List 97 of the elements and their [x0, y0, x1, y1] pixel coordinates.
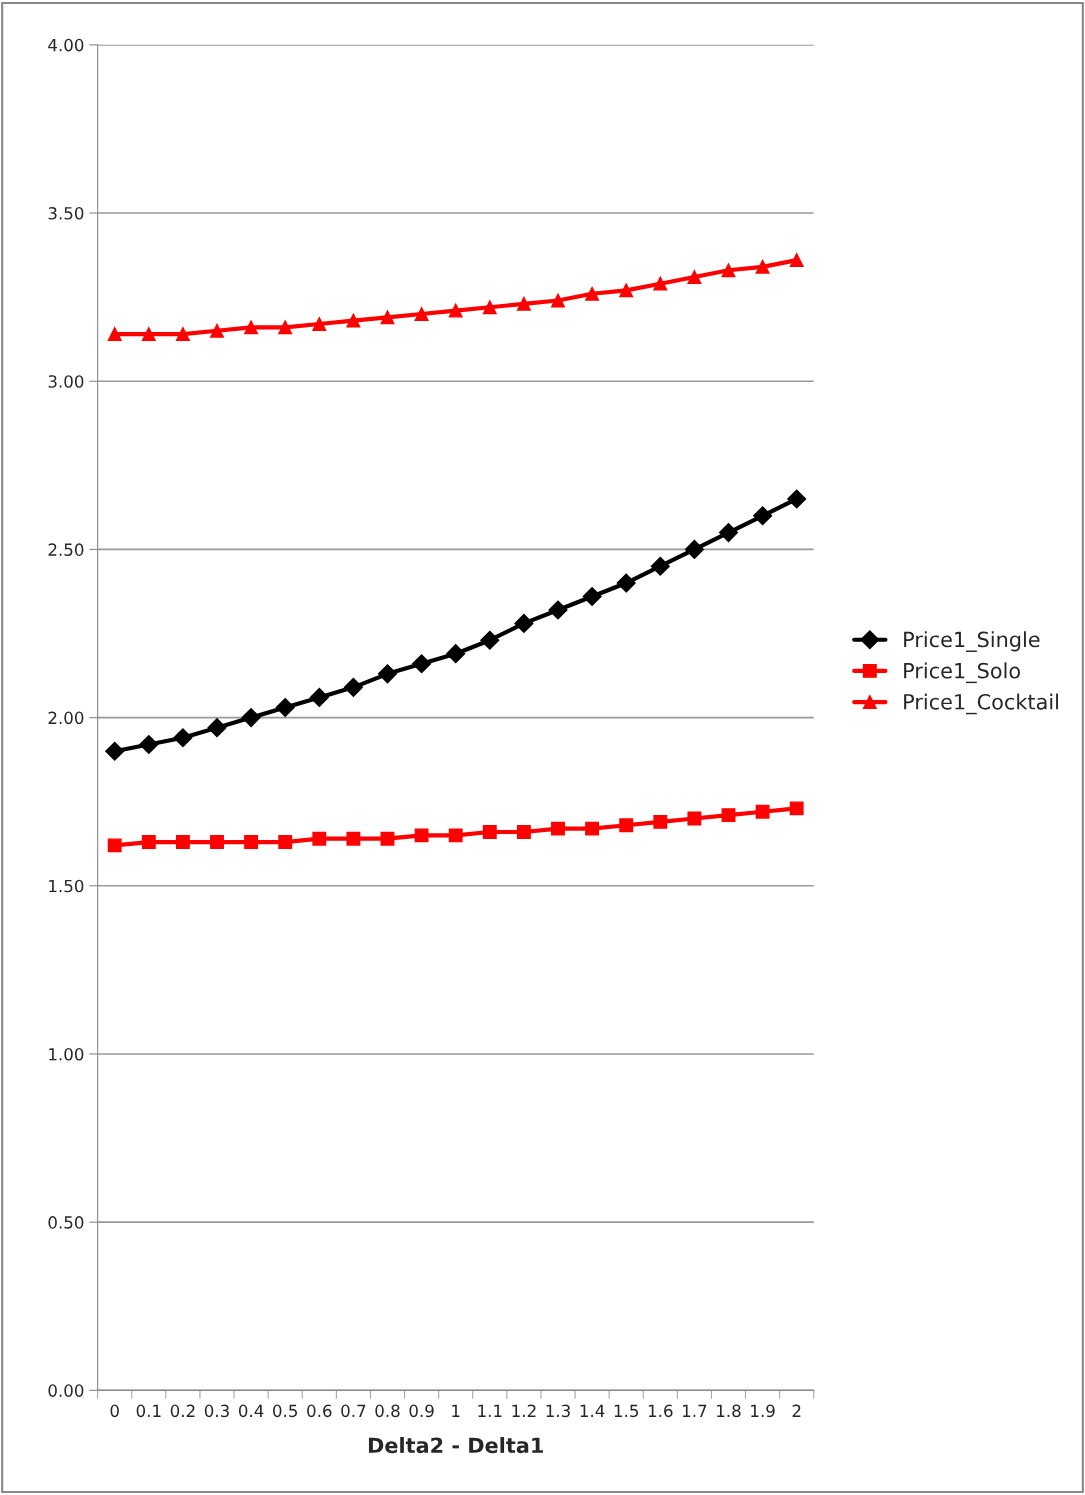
y-tick-label: 2.00: [48, 711, 84, 725]
point: [789, 801, 804, 816]
point: [619, 283, 634, 298]
point: [312, 317, 327, 331]
point: [278, 320, 293, 335]
legend-label: Price1_Cocktail: [904, 693, 1058, 715]
point: [414, 828, 429, 843]
x-tick-label: 0: [110, 1404, 119, 1418]
x-tick-label: 0.2: [170, 1404, 195, 1418]
x-tick-label: 1.3: [546, 1404, 570, 1418]
point: [687, 270, 702, 284]
point: [107, 327, 122, 342]
point: [514, 613, 534, 633]
legend-label: Price1_Single: [904, 631, 1040, 652]
point: [721, 263, 736, 278]
x-tick-label: 0.1: [136, 1404, 161, 1418]
point: [244, 835, 259, 850]
point: [582, 586, 602, 607]
point: [653, 814, 668, 829]
x-tick-label: 1: [452, 1404, 460, 1417]
x-axis-title: Delta2 - Delta1: [368, 1437, 543, 1454]
x-tick-label: 1.1: [478, 1404, 502, 1417]
x-tick-label: 0.4: [238, 1404, 264, 1418]
point: [755, 804, 770, 819]
point: [585, 286, 600, 301]
point: [414, 307, 429, 321]
y-tick-label: 4.00: [48, 38, 84, 52]
point: [380, 310, 395, 325]
y-tick-label: 3.50: [48, 207, 84, 220]
point: [548, 600, 568, 620]
point: [377, 664, 398, 684]
point: [789, 253, 804, 268]
x-tick-label: 1.9: [751, 1404, 775, 1418]
point: [718, 523, 739, 543]
x-tick-label: 1.7: [682, 1404, 707, 1417]
x-tick-label: 0.9: [409, 1404, 434, 1418]
point: [448, 828, 463, 843]
point: [210, 835, 224, 850]
x-tick-label: 1.2: [512, 1404, 536, 1417]
point: [551, 293, 565, 308]
x-tick-label: 0.6: [307, 1404, 332, 1418]
point: [141, 835, 156, 850]
point: [343, 677, 363, 697]
point: [650, 556, 670, 576]
legend-label: Price1_Solo: [904, 662, 1020, 684]
point: [346, 313, 361, 328]
point: [278, 835, 293, 850]
point: [139, 734, 159, 755]
point: [551, 821, 565, 836]
point: [175, 327, 190, 342]
y-tick-label: 1.00: [49, 1047, 84, 1061]
x-tick-label: 0.7: [341, 1404, 366, 1418]
point: [684, 539, 704, 559]
y-tick-label: 0.50: [48, 1216, 84, 1229]
point: [482, 300, 497, 315]
point: [312, 831, 327, 846]
point: [446, 644, 466, 664]
x-tick-label: 0.3: [204, 1404, 229, 1418]
point: [141, 327, 156, 342]
y-tick-label: 3.00: [48, 375, 84, 388]
point: [107, 838, 122, 853]
x-tick-label: 0.5: [273, 1404, 297, 1418]
point: [516, 825, 531, 839]
point: [105, 741, 125, 761]
point: [448, 303, 463, 318]
point: [616, 573, 636, 593]
point: [175, 835, 190, 850]
x-tick-label: 1.8: [717, 1404, 741, 1418]
point: [275, 697, 295, 718]
point: [721, 808, 736, 823]
point: [244, 320, 259, 335]
point: [241, 708, 261, 728]
x-tick-label: 1.6: [648, 1404, 673, 1418]
point: [753, 506, 773, 526]
y-tick-label: 2.50: [48, 543, 84, 556]
point: [346, 831, 361, 846]
point: [482, 825, 497, 839]
point: [412, 654, 432, 674]
point: [653, 276, 668, 291]
x-tick-label: 1.4: [580, 1404, 605, 1417]
point: [210, 323, 224, 338]
point: [516, 296, 531, 311]
x-tick-label: 1.5: [614, 1404, 638, 1418]
point: [207, 718, 227, 738]
point: [687, 811, 702, 826]
point: [173, 728, 193, 748]
y-tick-label: 1.50: [49, 879, 84, 893]
point: [787, 489, 807, 509]
x-tick-label: 0.8: [375, 1404, 400, 1418]
point: [480, 630, 500, 650]
point: [585, 821, 600, 836]
point: [755, 259, 770, 274]
point: [380, 831, 395, 846]
x-tick-label: 2: [792, 1404, 801, 1417]
point: [309, 687, 329, 707]
point: [619, 818, 634, 833]
y-tick-label: 0.00: [48, 1384, 84, 1397]
